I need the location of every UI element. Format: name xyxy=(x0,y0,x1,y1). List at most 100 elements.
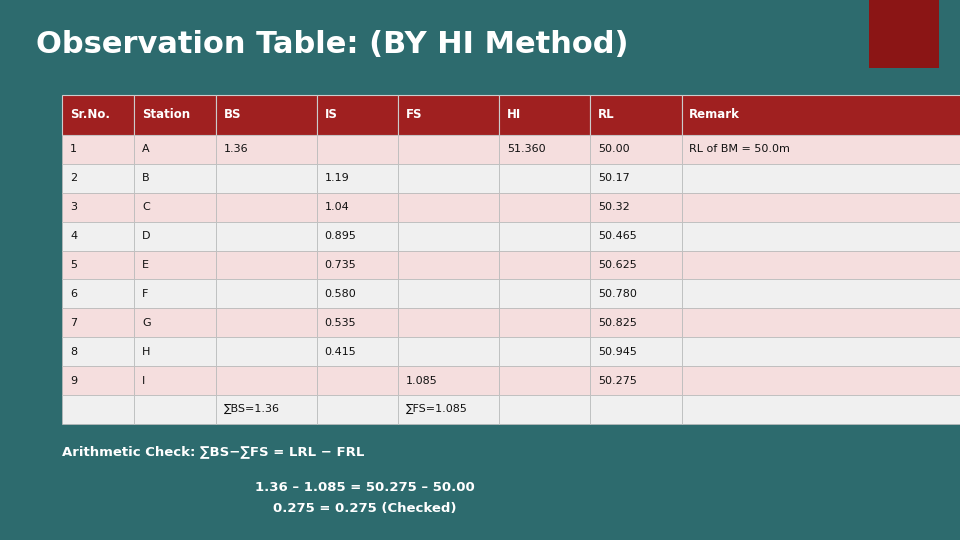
FancyBboxPatch shape xyxy=(499,251,590,280)
FancyBboxPatch shape xyxy=(398,280,499,308)
Text: Sr.No.: Sr.No. xyxy=(70,108,110,122)
FancyBboxPatch shape xyxy=(62,366,134,395)
Text: 1: 1 xyxy=(70,144,77,154)
FancyBboxPatch shape xyxy=(682,395,960,424)
FancyBboxPatch shape xyxy=(590,193,682,222)
Text: 0.415: 0.415 xyxy=(324,347,356,357)
FancyBboxPatch shape xyxy=(590,251,682,280)
Text: C: C xyxy=(142,202,150,212)
FancyBboxPatch shape xyxy=(499,193,590,222)
Text: 0.535: 0.535 xyxy=(324,318,356,328)
FancyBboxPatch shape xyxy=(682,193,960,222)
FancyBboxPatch shape xyxy=(134,366,216,395)
Text: RL: RL xyxy=(598,108,614,122)
FancyBboxPatch shape xyxy=(62,280,134,308)
FancyBboxPatch shape xyxy=(682,164,960,193)
Text: 0.275 = 0.275 (Checked): 0.275 = 0.275 (Checked) xyxy=(273,502,457,515)
Text: H: H xyxy=(142,347,151,357)
Text: Arithmetic Check: ∑BS−∑FS = LRL − FRL: Arithmetic Check: ∑BS−∑FS = LRL − FRL xyxy=(62,446,365,458)
FancyBboxPatch shape xyxy=(682,94,960,135)
Text: 1.36: 1.36 xyxy=(224,144,249,154)
FancyBboxPatch shape xyxy=(499,221,590,251)
Text: RL of BM = 50.0m: RL of BM = 50.0m xyxy=(689,144,790,154)
FancyBboxPatch shape xyxy=(499,94,590,135)
FancyBboxPatch shape xyxy=(590,308,682,337)
FancyBboxPatch shape xyxy=(134,395,216,424)
FancyBboxPatch shape xyxy=(682,308,960,337)
FancyBboxPatch shape xyxy=(499,280,590,308)
Text: HI: HI xyxy=(507,108,521,122)
FancyBboxPatch shape xyxy=(499,135,590,164)
FancyBboxPatch shape xyxy=(216,193,317,222)
FancyBboxPatch shape xyxy=(398,193,499,222)
FancyBboxPatch shape xyxy=(398,308,499,337)
FancyBboxPatch shape xyxy=(62,221,134,251)
Text: 9: 9 xyxy=(70,375,77,386)
FancyBboxPatch shape xyxy=(216,395,317,424)
FancyBboxPatch shape xyxy=(216,135,317,164)
Text: BS: BS xyxy=(224,108,241,122)
FancyBboxPatch shape xyxy=(398,135,499,164)
FancyBboxPatch shape xyxy=(134,337,216,366)
FancyBboxPatch shape xyxy=(682,366,960,395)
FancyBboxPatch shape xyxy=(499,395,590,424)
FancyBboxPatch shape xyxy=(590,221,682,251)
Text: E: E xyxy=(142,260,149,270)
FancyBboxPatch shape xyxy=(499,366,590,395)
FancyBboxPatch shape xyxy=(682,280,960,308)
Text: 7: 7 xyxy=(70,318,77,328)
Text: 0.580: 0.580 xyxy=(324,289,356,299)
Text: IS: IS xyxy=(324,108,337,122)
FancyBboxPatch shape xyxy=(62,395,134,424)
FancyBboxPatch shape xyxy=(398,337,499,366)
Text: 3: 3 xyxy=(70,202,77,212)
FancyBboxPatch shape xyxy=(216,308,317,337)
FancyBboxPatch shape xyxy=(216,337,317,366)
FancyBboxPatch shape xyxy=(499,164,590,193)
Text: 51.360: 51.360 xyxy=(507,144,545,154)
FancyBboxPatch shape xyxy=(682,221,960,251)
Text: 50.945: 50.945 xyxy=(598,347,636,357)
FancyBboxPatch shape xyxy=(398,164,499,193)
FancyBboxPatch shape xyxy=(317,164,398,193)
Text: 50.00: 50.00 xyxy=(598,144,630,154)
FancyBboxPatch shape xyxy=(317,337,398,366)
FancyBboxPatch shape xyxy=(869,0,939,68)
Text: 5: 5 xyxy=(70,260,77,270)
FancyBboxPatch shape xyxy=(317,251,398,280)
Text: 50.465: 50.465 xyxy=(598,231,636,241)
Text: 1.36 – 1.085 = 50.275 – 50.00: 1.36 – 1.085 = 50.275 – 50.00 xyxy=(255,481,474,494)
FancyBboxPatch shape xyxy=(590,366,682,395)
FancyBboxPatch shape xyxy=(317,308,398,337)
FancyBboxPatch shape xyxy=(216,94,317,135)
FancyBboxPatch shape xyxy=(590,395,682,424)
FancyBboxPatch shape xyxy=(317,366,398,395)
FancyBboxPatch shape xyxy=(398,94,499,135)
Text: A: A xyxy=(142,144,150,154)
Text: B: B xyxy=(142,173,150,184)
FancyBboxPatch shape xyxy=(216,366,317,395)
FancyBboxPatch shape xyxy=(216,164,317,193)
FancyBboxPatch shape xyxy=(398,221,499,251)
FancyBboxPatch shape xyxy=(216,221,317,251)
FancyBboxPatch shape xyxy=(682,337,960,366)
FancyBboxPatch shape xyxy=(134,280,216,308)
FancyBboxPatch shape xyxy=(134,135,216,164)
Text: 1.04: 1.04 xyxy=(324,202,349,212)
FancyBboxPatch shape xyxy=(134,164,216,193)
FancyBboxPatch shape xyxy=(590,94,682,135)
Text: 50.275: 50.275 xyxy=(598,375,636,386)
Text: 0.735: 0.735 xyxy=(324,260,356,270)
FancyBboxPatch shape xyxy=(682,135,960,164)
Text: 50.625: 50.625 xyxy=(598,260,636,270)
FancyBboxPatch shape xyxy=(62,337,134,366)
Text: Station: Station xyxy=(142,108,190,122)
FancyBboxPatch shape xyxy=(62,164,134,193)
FancyBboxPatch shape xyxy=(317,221,398,251)
FancyBboxPatch shape xyxy=(317,280,398,308)
Text: 50.17: 50.17 xyxy=(598,173,630,184)
FancyBboxPatch shape xyxy=(398,366,499,395)
FancyBboxPatch shape xyxy=(134,251,216,280)
Text: Observation Table: (BY HI Method): Observation Table: (BY HI Method) xyxy=(36,30,629,59)
Text: 50.780: 50.780 xyxy=(598,289,636,299)
